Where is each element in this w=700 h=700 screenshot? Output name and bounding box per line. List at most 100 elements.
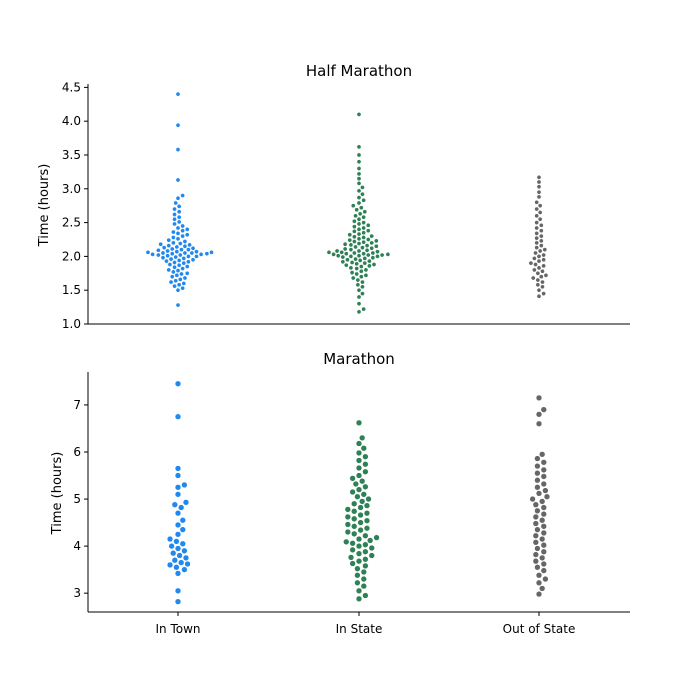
half-marathon-out-of-state-point <box>535 270 541 276</box>
half-marathon-in-state-point <box>361 220 366 225</box>
half-marathon-in-town-point <box>145 249 151 255</box>
marathon-in-town-point <box>184 560 191 568</box>
half-marathon-in-town-point <box>168 279 174 285</box>
marathon-in-state-point <box>355 419 363 426</box>
marathon-out-of-state-point <box>539 517 546 524</box>
marathon-in-town-point <box>174 472 182 479</box>
half-marathon-out-of-state-point <box>541 252 546 258</box>
marathon-in-town-point <box>170 550 177 557</box>
half-marathon-out-of-state-point <box>530 275 536 281</box>
half-marathon-in-state-point <box>349 270 355 275</box>
marathon-in-state-point <box>355 486 363 493</box>
half-marathon-in-town-point <box>171 235 176 240</box>
half-marathon-out-of-state-point <box>536 184 542 190</box>
half-marathon-in-state-point <box>345 257 350 263</box>
half-marathon-in-state-point <box>356 152 362 158</box>
marathon-out-of-state-point <box>534 507 541 514</box>
half-marathon-in-state-point <box>354 271 360 277</box>
half-marathon-out-of-state-point <box>536 258 542 264</box>
marathon-in-state-point <box>359 478 366 485</box>
half-marathon-in-state-point <box>360 185 365 190</box>
marathon-in-town-point <box>171 557 178 564</box>
half-marathon-in-state-point <box>352 239 357 244</box>
half-marathon-out-of-state-point <box>540 279 545 285</box>
half-marathon-in-town-point <box>172 221 177 227</box>
half-marathon-out-of-state-point <box>536 293 542 299</box>
marathon-out-of-state-point <box>540 504 547 511</box>
marathon-in-state-point <box>362 541 369 548</box>
marathon-in-state-point <box>362 562 369 570</box>
half-marathon-in-town-point <box>194 254 199 259</box>
half-marathon-in-state-point <box>334 248 340 254</box>
half-marathon-in-state-point <box>370 255 376 261</box>
half-marathon-in-state-point <box>355 277 361 283</box>
half-marathon-in-town-point <box>175 268 181 273</box>
marathon-in-state-point <box>344 513 351 521</box>
marathon-in-town-point <box>174 491 182 498</box>
marathon-in-state-point <box>355 535 363 543</box>
half-marathon-in-state-point <box>343 262 349 268</box>
half-marathon-out-of-state-point <box>533 262 538 267</box>
half-marathon-in-state-point <box>362 260 368 266</box>
half-marathon-in-state-point <box>356 241 362 246</box>
marathon-ytick-label: 7 <box>73 398 81 412</box>
half-marathon-in-state-point <box>347 232 353 238</box>
half-marathon-in-town-point <box>186 254 191 259</box>
half-marathon-in-state-point <box>365 252 371 258</box>
half-marathon-in-town-point <box>156 252 161 258</box>
marathon-in-state-point <box>355 542 363 550</box>
marathon-ytick-label: 3 <box>73 586 81 600</box>
half-marathon-in-state-point <box>356 144 362 150</box>
half-marathon-in-town-point <box>181 256 187 261</box>
half-marathon-in-town-point <box>190 257 196 263</box>
marathon-in-town-point <box>174 465 182 472</box>
half-marathon-in-town-point <box>175 177 181 183</box>
marathon-ytick-label: 6 <box>73 445 81 459</box>
half-marathon-in-town-point <box>175 225 181 231</box>
xtick-label-in-state: In State <box>336 622 383 636</box>
marathon-in-state-point <box>354 565 361 572</box>
half-marathon-out-of-state-point <box>534 213 540 219</box>
marathon-in-town-point <box>168 542 175 550</box>
marathon-out-of-state-point <box>540 480 547 488</box>
marathon-out-of-state-point <box>540 510 547 518</box>
half-marathon-in-state-point <box>373 238 379 244</box>
half-marathon-out-of-state-point <box>537 203 543 209</box>
half-marathon-in-state-point <box>373 243 379 249</box>
half-marathon-in-town-point <box>161 245 167 250</box>
marathon-in-town-point <box>171 501 178 508</box>
half-marathon-in-state-point <box>369 240 375 246</box>
marathon-in-state-point <box>355 457 363 464</box>
xtick-label-in-town: In Town <box>155 622 200 636</box>
half-marathon-out-of-state-point <box>536 254 542 259</box>
half-marathon-in-town-point <box>172 216 177 222</box>
marathon-in-state-point <box>373 534 380 541</box>
marathon-in-town-point <box>174 531 182 538</box>
marathon-in-state-point <box>355 464 363 472</box>
half-marathon-out-of-state-point <box>537 216 543 222</box>
half-marathon-in-town-point <box>165 253 170 259</box>
marathon-in-town-point <box>174 413 182 420</box>
half-marathon-in-state-point <box>356 176 362 181</box>
half-marathon-in-town-point <box>173 278 179 284</box>
half-marathon-in-state-point <box>331 252 336 257</box>
marathon-in-state-point <box>355 595 363 602</box>
marathon-in-state-point <box>362 532 369 539</box>
half-marathon-in-state-point <box>352 224 357 229</box>
marathon-out-of-state-point <box>529 495 536 503</box>
marathon-out-of-state-point <box>535 394 543 402</box>
marathon-in-state-point <box>357 526 364 534</box>
half-marathon-in-town-point <box>176 262 182 268</box>
half-marathon-in-town-point <box>166 243 172 248</box>
half-marathon-in-town-point <box>166 267 172 273</box>
marathon-in-state-point <box>362 461 369 468</box>
half-marathon-in-state-point <box>335 253 341 259</box>
marathon-out-of-state-point <box>540 459 547 466</box>
marathon-in-state-point <box>368 552 375 559</box>
half-marathon-in-town-point <box>181 260 187 266</box>
half-marathon-in-town-point <box>184 264 190 269</box>
half-marathon-in-state-point <box>358 268 364 274</box>
half-marathon-in-town-point <box>180 233 185 239</box>
half-marathon-out-of-state-point <box>541 291 546 296</box>
